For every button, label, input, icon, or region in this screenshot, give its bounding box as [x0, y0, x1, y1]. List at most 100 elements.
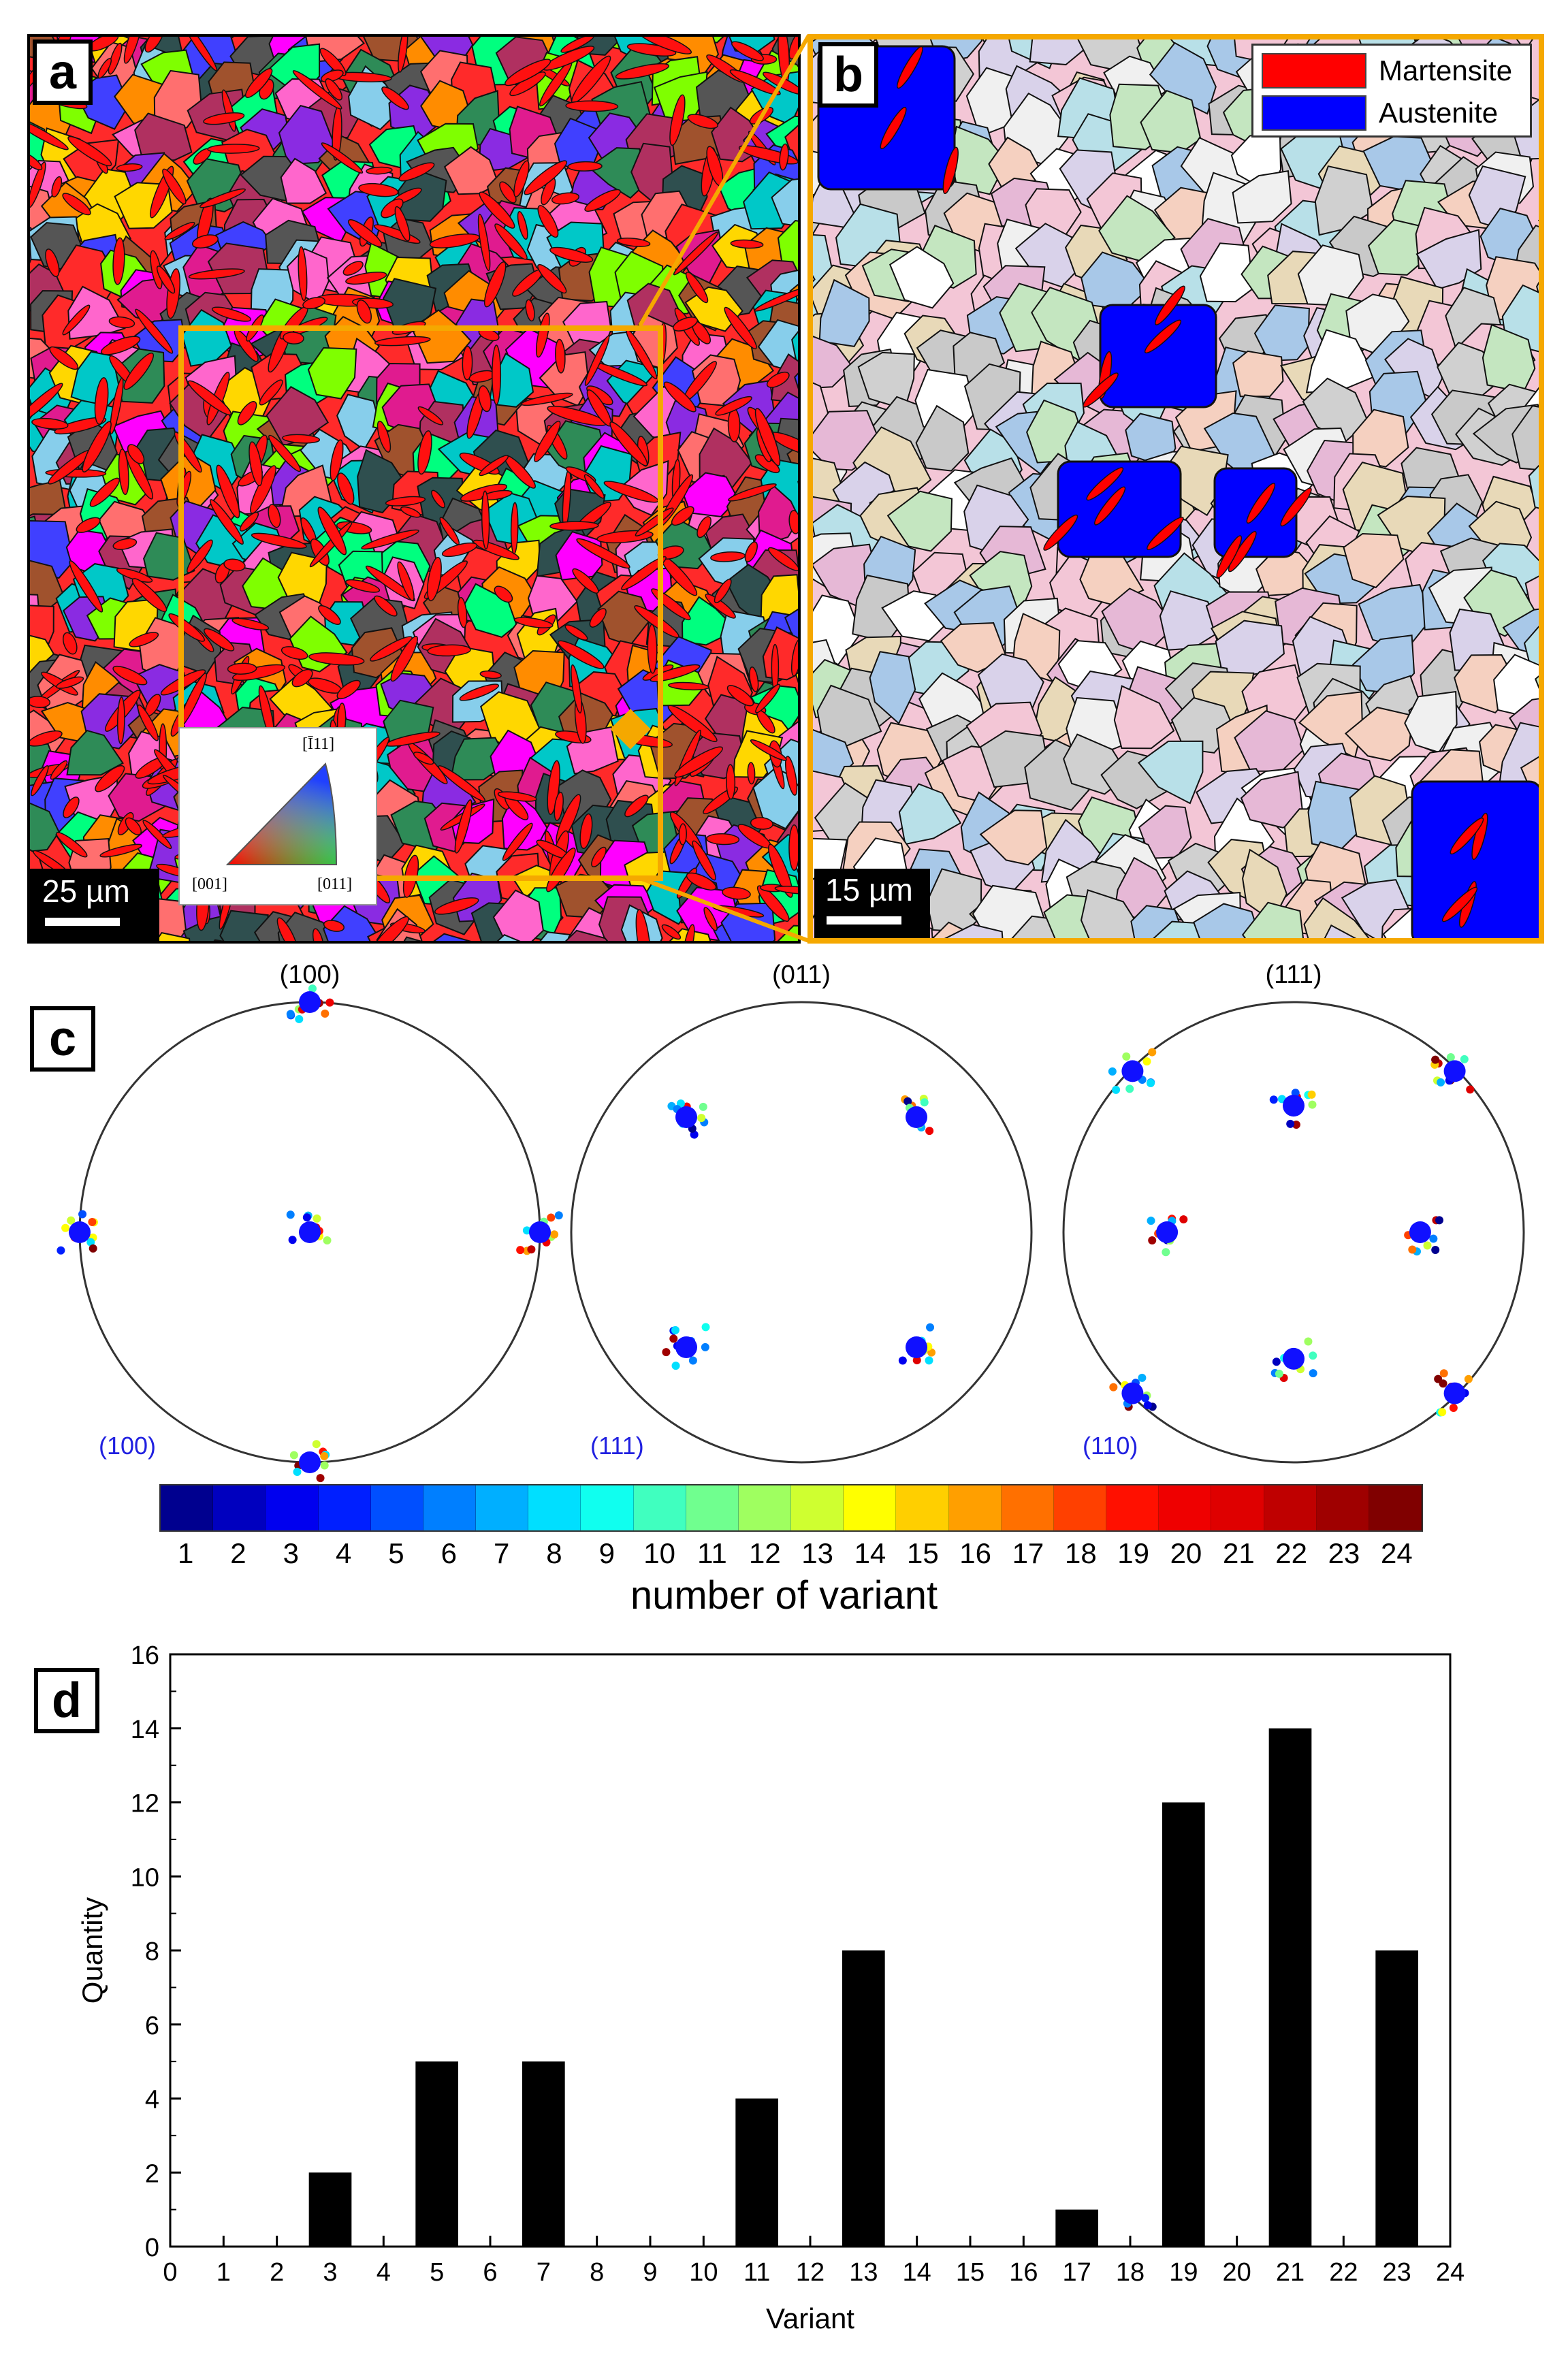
variant-pole-dot — [1286, 1119, 1295, 1128]
colorbar-tick-label: 24 — [1380, 1537, 1413, 1569]
colorbar-tick-label: 7 — [493, 1537, 510, 1569]
parent-pole-dot — [1443, 1060, 1466, 1082]
colorbar-tick-label: 16 — [959, 1537, 991, 1569]
colorbar-swatch-18 — [1053, 1485, 1107, 1530]
x-tick-label: 4 — [377, 2258, 391, 2287]
y-tick-label: 12 — [131, 1790, 159, 1818]
variant-pole-dot — [898, 1356, 907, 1365]
ipf-label-right: [011] — [317, 875, 353, 893]
panel-a: [Ī11] [001] [011] a 25 µm — [27, 34, 801, 944]
colorbar-swatch-5 — [370, 1485, 423, 1530]
variant-pole-dot — [701, 1343, 709, 1351]
x-axis-label: Variant — [766, 2302, 854, 2334]
colorbar-tick-label: 4 — [335, 1537, 352, 1569]
variant-pole-dot — [662, 1348, 671, 1357]
colorbar-swatch-10 — [633, 1485, 686, 1530]
variant-pole-dot — [321, 1009, 330, 1018]
variant-pole-dot — [89, 1244, 97, 1253]
bar-variant-13 — [842, 1950, 885, 2247]
x-tick-label: 9 — [643, 2258, 657, 2287]
variant-pole-dot — [313, 1214, 321, 1223]
pole-figure-circle — [1062, 1001, 1525, 1464]
plot-frame — [169, 1653, 1452, 2248]
parent-pole-dot — [299, 991, 321, 1013]
colorbar-swatch-22 — [1264, 1485, 1317, 1530]
parent-pole-dot — [906, 1106, 927, 1128]
colorbar-tick-label: 12 — [748, 1537, 781, 1569]
y-tick-label: 0 — [145, 2234, 159, 2262]
scalebar-a-label: 25 µm — [42, 873, 130, 909]
variant-pole-dot — [1304, 1337, 1313, 1346]
parent-pole-dot — [1409, 1221, 1431, 1243]
colorbar-tick-label: 14 — [854, 1537, 886, 1569]
parent-pole-dot — [299, 1451, 321, 1473]
variant-pole-dot — [67, 1216, 76, 1225]
scalebar-b: 15 µm — [814, 869, 930, 938]
variant-pole-dot — [1292, 1121, 1300, 1129]
bar-variant-3 — [308, 2172, 352, 2247]
parent-pole-dot — [69, 1221, 91, 1243]
bar-variant-21 — [1268, 1728, 1312, 2247]
colorbar-label: number of variant — [630, 1573, 938, 1618]
variant-pole-dot — [1125, 1084, 1134, 1093]
colorbar-swatch-14 — [844, 1485, 897, 1530]
variant-pole-dot — [286, 1010, 295, 1018]
colorbar-swatch-13 — [791, 1485, 844, 1530]
colorbar-ticks: 1 2 3 4 5 6 7 8 9 10 11 12 13 14 15 16 17 18 19 20 21 22 23 24 — [159, 1537, 1423, 1575]
variant-pole-dot — [1435, 1216, 1444, 1225]
variant-pole-dot — [926, 1323, 935, 1332]
ipf-color-key: [Ī11] [001] [011] — [178, 727, 377, 905]
variant-pole-dot — [289, 1451, 298, 1460]
variant-pole-dot — [1140, 1394, 1149, 1402]
variant-pole-dot — [1148, 1236, 1157, 1245]
variant-pole-dot — [1434, 1375, 1443, 1383]
variant-pole-dot — [1460, 1055, 1469, 1063]
colorbar-swatch-2 — [213, 1485, 266, 1530]
colorbar-tick-label: 17 — [1012, 1537, 1044, 1569]
variant-pole-dot — [1272, 1357, 1281, 1366]
legend-swatch-martensite — [1262, 53, 1366, 89]
colorbar-swatch-19 — [1106, 1485, 1159, 1530]
variant-pole-dot — [903, 1097, 912, 1106]
variant-pole-dot — [320, 1461, 329, 1470]
variant-pole-dot — [688, 1356, 697, 1365]
y-tick-label: 14 — [131, 1716, 159, 1744]
pole-figure-title: (100) — [280, 961, 340, 989]
bar-variant-5 — [415, 2061, 458, 2247]
colorbar-swatch-6 — [423, 1485, 477, 1530]
colorbar-tick-label: 20 — [1170, 1537, 1202, 1569]
variant-pole-dot — [78, 1210, 87, 1219]
ipf-triangle — [225, 762, 338, 865]
variant-pole-dot — [1446, 1053, 1455, 1062]
colorbar-swatch-20 — [1159, 1485, 1212, 1530]
x-tick-label: 8 — [590, 2258, 604, 2287]
parent-pole-dot — [1121, 1060, 1144, 1082]
variant-pole-dot — [86, 1238, 95, 1247]
variant-pole-dot — [547, 1213, 556, 1222]
y-tick-label: 16 — [131, 1641, 159, 1670]
variant-pole-dot — [1148, 1048, 1157, 1057]
y-tick-label: 8 — [145, 1938, 159, 1966]
phase-map — [807, 34, 1544, 944]
pole-figure-ref-label: (110) — [1083, 1432, 1138, 1460]
pole-figure-title: (011) — [772, 961, 831, 989]
variant-pole-dot — [1431, 1055, 1440, 1064]
variant-pole-dot — [316, 1474, 325, 1483]
x-tick-label: 2 — [270, 2258, 284, 2287]
parent-pole-dot — [1121, 1382, 1144, 1404]
panel-b: b Martensite Austenite 15 µm — [807, 34, 1544, 944]
colorbar-tick-label: 18 — [1064, 1537, 1097, 1569]
y-tick-label: 2 — [145, 2159, 159, 2188]
variant-pole-dot — [61, 1223, 70, 1232]
legend-label-martensite: Martensite — [1379, 54, 1513, 86]
parent-pole-dot — [529, 1221, 551, 1243]
parent-pole-dot — [1283, 1347, 1305, 1370]
variant-pole-dot — [1147, 1217, 1155, 1225]
variant-pole-dot — [286, 1210, 295, 1219]
variant-pole-dot — [912, 1356, 921, 1365]
legend-austenite: Austenite — [1262, 92, 1522, 134]
x-tick-label: 16 — [1009, 2258, 1038, 2287]
variant-pole-dot — [925, 1127, 934, 1136]
variant-pole-dot — [671, 1325, 679, 1334]
y-tick-label: 10 — [131, 1863, 159, 1892]
